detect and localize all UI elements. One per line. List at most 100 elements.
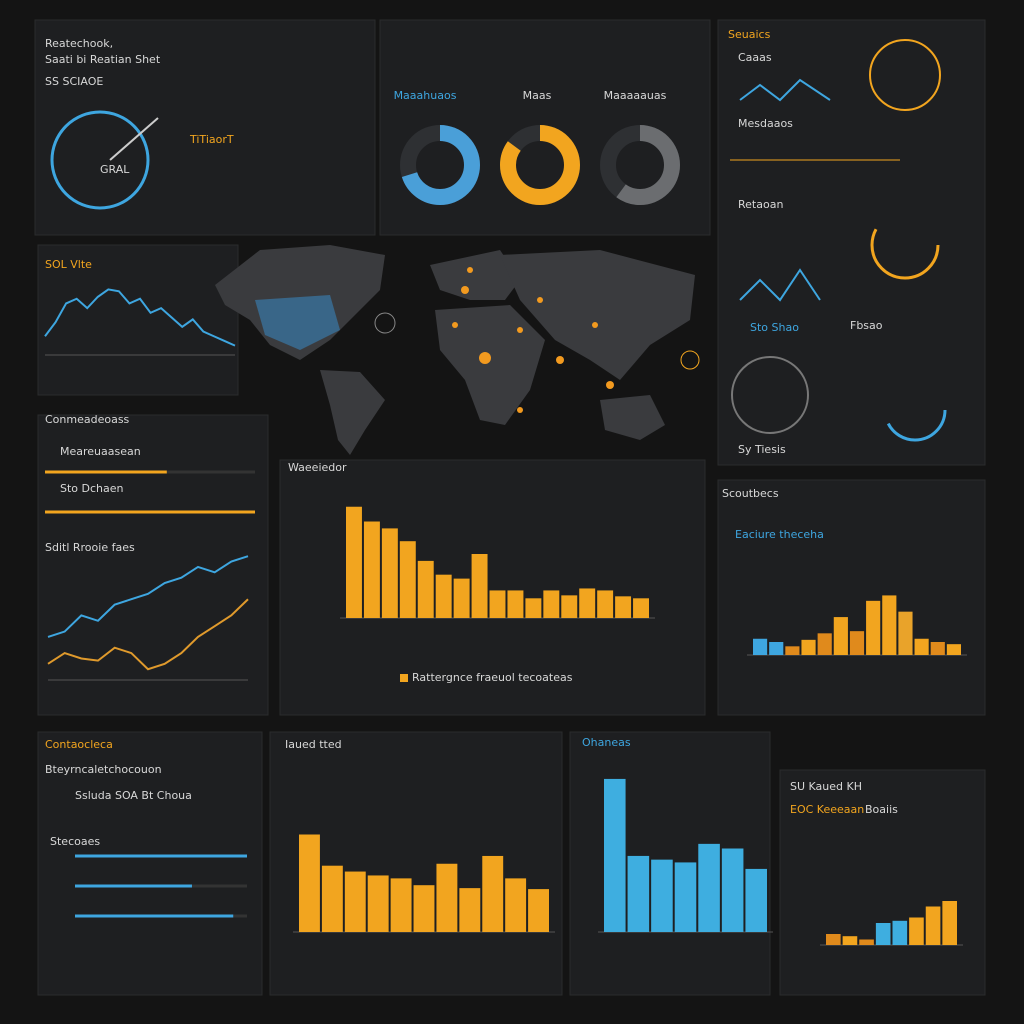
label: Stecoaes bbox=[50, 835, 100, 848]
bar bbox=[817, 633, 832, 655]
bar bbox=[615, 596, 632, 618]
panel bbox=[717, 479, 986, 716]
bar bbox=[801, 639, 816, 655]
panel bbox=[37, 414, 269, 716]
map-dot bbox=[537, 297, 543, 303]
bar bbox=[543, 590, 560, 618]
map-dot bbox=[556, 356, 564, 364]
panel-title: Ohaneas bbox=[582, 736, 631, 749]
label: Ssluda SOA Bt Choua bbox=[75, 789, 192, 802]
bar bbox=[525, 598, 542, 618]
map-dot bbox=[517, 407, 523, 413]
gauge-ring bbox=[883, 378, 947, 442]
label: Mesdaaos bbox=[738, 117, 793, 130]
kicker: Reatechook, bbox=[45, 37, 113, 50]
panel-title: Iaued tted bbox=[285, 738, 342, 751]
bar bbox=[785, 646, 800, 655]
label: Sditl Rrooie faes bbox=[45, 541, 135, 554]
bar bbox=[930, 642, 945, 655]
bar bbox=[942, 901, 957, 945]
panel-title: SOL Vlte bbox=[45, 258, 92, 271]
bar bbox=[505, 878, 527, 932]
bar bbox=[769, 642, 784, 655]
world-map bbox=[215, 245, 700, 455]
label: Caaas bbox=[738, 51, 772, 64]
legend-label: Rattergnce fraeuol tecoateas bbox=[412, 671, 573, 684]
panel bbox=[37, 244, 239, 396]
donut-arc bbox=[400, 125, 480, 205]
bar bbox=[381, 528, 398, 618]
donut-arc bbox=[600, 125, 680, 205]
title: Saati bi Reatian Shet bbox=[45, 53, 161, 66]
bar bbox=[849, 631, 865, 655]
bar bbox=[390, 878, 412, 932]
panel-title: Seuaics bbox=[728, 28, 771, 41]
bar bbox=[909, 917, 924, 945]
mini-line bbox=[739, 268, 821, 302]
panel-title: Contaocleca bbox=[45, 738, 113, 751]
headline: TiTiaorT bbox=[189, 133, 234, 146]
bar bbox=[753, 638, 768, 655]
bar bbox=[367, 875, 389, 932]
donut-title: Maas bbox=[523, 89, 552, 102]
bar bbox=[633, 598, 649, 618]
label: Retaoan bbox=[738, 198, 783, 211]
line-series bbox=[47, 555, 249, 638]
bar bbox=[898, 611, 913, 655]
bar bbox=[399, 541, 416, 618]
highlight-region bbox=[255, 295, 340, 350]
bar bbox=[892, 920, 908, 945]
bar bbox=[363, 521, 380, 618]
panel bbox=[34, 19, 376, 236]
gauge-ring bbox=[869, 39, 941, 111]
label: Sto Dchaen bbox=[60, 482, 124, 495]
map-dot bbox=[606, 381, 614, 389]
panel-title: SU Kaued KH bbox=[790, 780, 862, 793]
bar bbox=[435, 574, 452, 618]
subtitle: Eaciure theceha bbox=[735, 528, 824, 541]
map-dot bbox=[467, 267, 473, 273]
gauge-ring bbox=[870, 210, 940, 280]
bar bbox=[627, 855, 650, 932]
bar bbox=[946, 644, 961, 655]
gauge-needle bbox=[109, 117, 159, 161]
panel-title: Scoutbecs bbox=[722, 487, 779, 500]
bar bbox=[859, 939, 874, 945]
panel bbox=[779, 769, 986, 996]
donut-title: Maaaaauas bbox=[604, 89, 667, 102]
bar bbox=[344, 871, 366, 932]
bar bbox=[597, 590, 614, 618]
bar bbox=[436, 863, 458, 932]
legend-swatch bbox=[400, 674, 408, 682]
gauge-label: GRAL bbox=[100, 163, 130, 176]
map-dot bbox=[461, 286, 469, 294]
bar bbox=[745, 868, 767, 932]
map-ring bbox=[374, 312, 396, 334]
land bbox=[435, 305, 545, 425]
land bbox=[430, 250, 520, 300]
panel bbox=[717, 19, 986, 466]
line-series bbox=[44, 288, 236, 347]
panel-title: Conmeadeoass bbox=[45, 413, 130, 426]
bar bbox=[651, 859, 673, 932]
label: Meareuaasean bbox=[60, 445, 141, 458]
label: Fbsao bbox=[850, 319, 883, 332]
bar bbox=[842, 936, 858, 945]
map-dot bbox=[452, 322, 458, 328]
bar bbox=[604, 778, 626, 932]
bar bbox=[721, 848, 744, 932]
bar bbox=[833, 617, 848, 655]
subtitle: Bteyrncaletchocouon bbox=[45, 763, 162, 776]
panel-title: Waeeiedor bbox=[288, 461, 347, 474]
bar bbox=[875, 923, 891, 945]
label: Sy Tiesis bbox=[738, 443, 786, 456]
map-ring bbox=[680, 350, 700, 370]
bar bbox=[482, 855, 504, 932]
bar bbox=[507, 590, 524, 618]
map-dot bbox=[592, 322, 598, 328]
map-dot bbox=[517, 327, 523, 333]
gauge-ring bbox=[50, 110, 150, 210]
bar bbox=[698, 843, 720, 932]
land bbox=[500, 250, 695, 380]
